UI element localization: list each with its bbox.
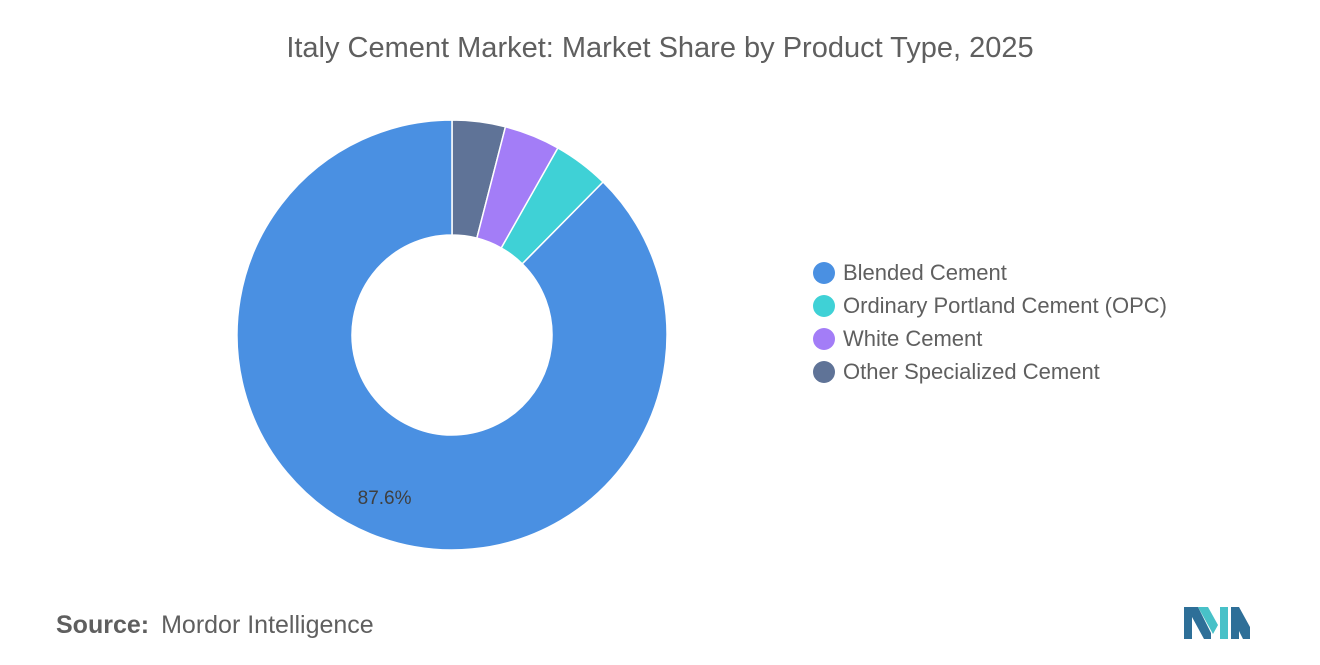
legend-swatch [813, 294, 835, 317]
chart-legend: Blended Cement Ordinary Portland Cement (… [813, 256, 1167, 388]
legend-swatch [813, 327, 835, 350]
chart-title: Italy Cement Market: Market Share by Pro… [286, 32, 1034, 64]
legend-label: Ordinary Portland Cement (OPC) [843, 292, 1167, 318]
source-label: Source: [56, 611, 150, 639]
data-label-blended-cement: 87.6% [358, 488, 412, 509]
slice-blended-cement [236, 119, 668, 551]
source-note: Source: Mordor Intelligence [56, 611, 374, 640]
legend-item-blended-cement: Blended Cement [813, 256, 1167, 289]
source-value: Mordor Intelligence [161, 611, 374, 639]
legend-swatch [813, 261, 835, 284]
legend-label: White Cement [843, 325, 983, 351]
legend-label: Blended Cement [843, 259, 1007, 285]
mordor-intelligence-logo-icon [1184, 607, 1250, 639]
legend-item-ordinary-portland-cement-opc: Ordinary Portland Cement (OPC) [813, 289, 1167, 322]
legend-label: Other Specialized Cement [843, 358, 1100, 384]
legend-item-white-cement: White Cement [813, 322, 1167, 355]
legend-item-other-specialized-cement: Other Specialized Cement [813, 355, 1167, 388]
legend-swatch [813, 360, 835, 383]
